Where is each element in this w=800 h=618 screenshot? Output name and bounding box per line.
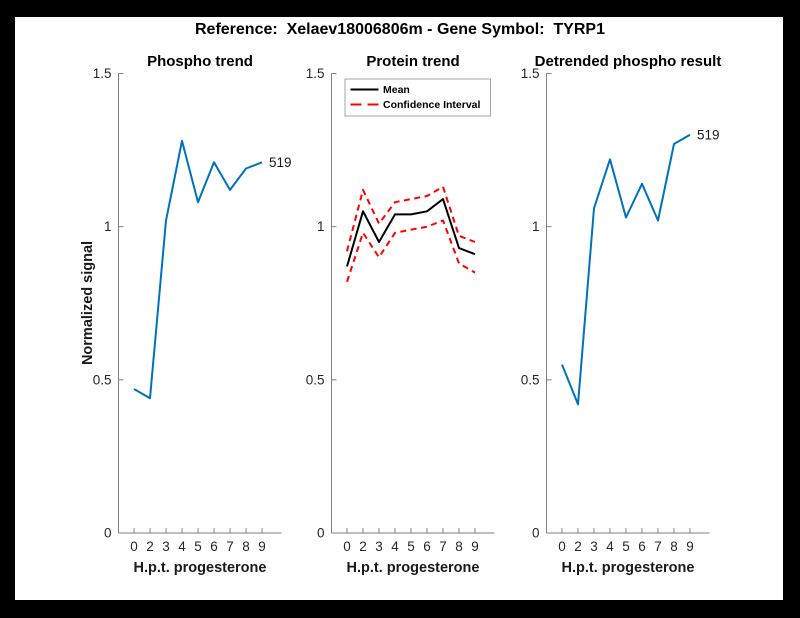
trace-end-label: 519 bbox=[697, 127, 720, 142]
axes-group: 00.511.50 2 3 4 5 6 7 8 9 bbox=[521, 66, 710, 554]
y-axis-label: Normalized signal bbox=[80, 241, 96, 365]
x-tick-label: 2 bbox=[574, 539, 582, 554]
y-tick-label: 0 bbox=[104, 526, 112, 541]
x-tick-label: 3 bbox=[375, 539, 383, 554]
x-tick-label: 4 bbox=[178, 539, 186, 554]
x-axis-label: H.p.t. progesterone bbox=[347, 560, 480, 576]
legend-box bbox=[344, 78, 491, 117]
x-tick-label: 9 bbox=[686, 539, 694, 554]
y-tick-label: 1.5 bbox=[306, 66, 325, 81]
x-tick-label: 0 bbox=[558, 539, 566, 554]
y-tick-label: 0.5 bbox=[93, 372, 112, 387]
y-tick-label: 0 bbox=[532, 526, 540, 541]
legend: Mean Confidence Interval bbox=[344, 78, 491, 117]
axes-group: 00.511.50 2 3 4 5 6 7 8 9 bbox=[306, 66, 495, 554]
x-tick-label: 3 bbox=[590, 539, 598, 554]
series-line-confidence-interval-lower bbox=[346, 219, 476, 283]
y-tick-label: 1.5 bbox=[521, 66, 540, 81]
subplot-detrended-phospho: Detrended phospho result H.p.t. progeste… bbox=[521, 53, 722, 576]
x-tick-label: 9 bbox=[258, 539, 266, 554]
axes-group: 00.511.50 2 3 4 5 6 7 8 9 bbox=[93, 66, 282, 554]
trace-end-label: 519 bbox=[269, 155, 292, 170]
x-tick-label: 0 bbox=[343, 539, 351, 554]
series-group bbox=[561, 133, 691, 406]
series-line-detrended-phospho-signal bbox=[561, 133, 691, 406]
subplot-phospho-trend: Phospho trend H.p.t. progesterone Normal… bbox=[80, 53, 292, 576]
x-tick-label: 5 bbox=[407, 539, 415, 554]
subplot-title: Protein trend bbox=[366, 53, 459, 70]
legend-ci-label: Confidence Interval bbox=[383, 99, 481, 111]
x-tick-label: 3 bbox=[162, 539, 170, 554]
x-tick-label: 9 bbox=[471, 539, 479, 554]
x-axis-label: H.p.t. progesterone bbox=[134, 560, 267, 576]
y-tick-label: 1 bbox=[104, 219, 112, 234]
y-tick-label: 0.5 bbox=[306, 372, 325, 387]
x-tick-label: 6 bbox=[210, 539, 218, 554]
subplot-title: Phospho trend bbox=[147, 53, 253, 70]
x-tick-label: 7 bbox=[439, 539, 447, 554]
x-tick-label: 5 bbox=[622, 539, 630, 554]
x-tick-label: 2 bbox=[146, 539, 154, 554]
y-tick-label: 0 bbox=[317, 526, 325, 541]
y-tick-label: 1.5 bbox=[93, 66, 112, 81]
y-tick-label: 0.5 bbox=[521, 372, 540, 387]
x-tick-label: 8 bbox=[455, 539, 463, 554]
x-tick-label: 8 bbox=[670, 539, 678, 554]
series-line-mean bbox=[346, 198, 476, 267]
series-line-confidence-interval-upper bbox=[346, 185, 476, 252]
series-line-phospho-signal bbox=[133, 139, 263, 400]
subplot-title: Detrended phospho result bbox=[535, 53, 722, 70]
x-tick-label: 5 bbox=[194, 539, 202, 554]
x-tick-label: 2 bbox=[359, 539, 367, 554]
series-group bbox=[346, 185, 476, 283]
x-axis-label: H.p.t. progesterone bbox=[562, 560, 695, 576]
x-tick-label: 0 bbox=[130, 539, 138, 554]
subplot-protein-trend: Protein trend H.p.t. progesterone 0 0.5 1 1… bbox=[306, 53, 495, 576]
y-tick-label: 1 bbox=[317, 219, 325, 234]
y-tick-label: 1 bbox=[532, 219, 540, 234]
x-tick-label: 4 bbox=[391, 539, 399, 554]
x-tick-label: 7 bbox=[654, 539, 662, 554]
x-tick-label: 6 bbox=[423, 539, 431, 554]
x-tick-label: 4 bbox=[606, 539, 614, 554]
x-tick-label: 8 bbox=[242, 539, 250, 554]
x-tick-label: 6 bbox=[638, 539, 646, 554]
figure-title: Reference: Xelaev18006806m - Gene Symbol… bbox=[195, 21, 605, 38]
legend-mean-label: Mean bbox=[383, 84, 410, 96]
x-tick-label: 7 bbox=[226, 539, 234, 554]
series-group bbox=[133, 139, 263, 400]
